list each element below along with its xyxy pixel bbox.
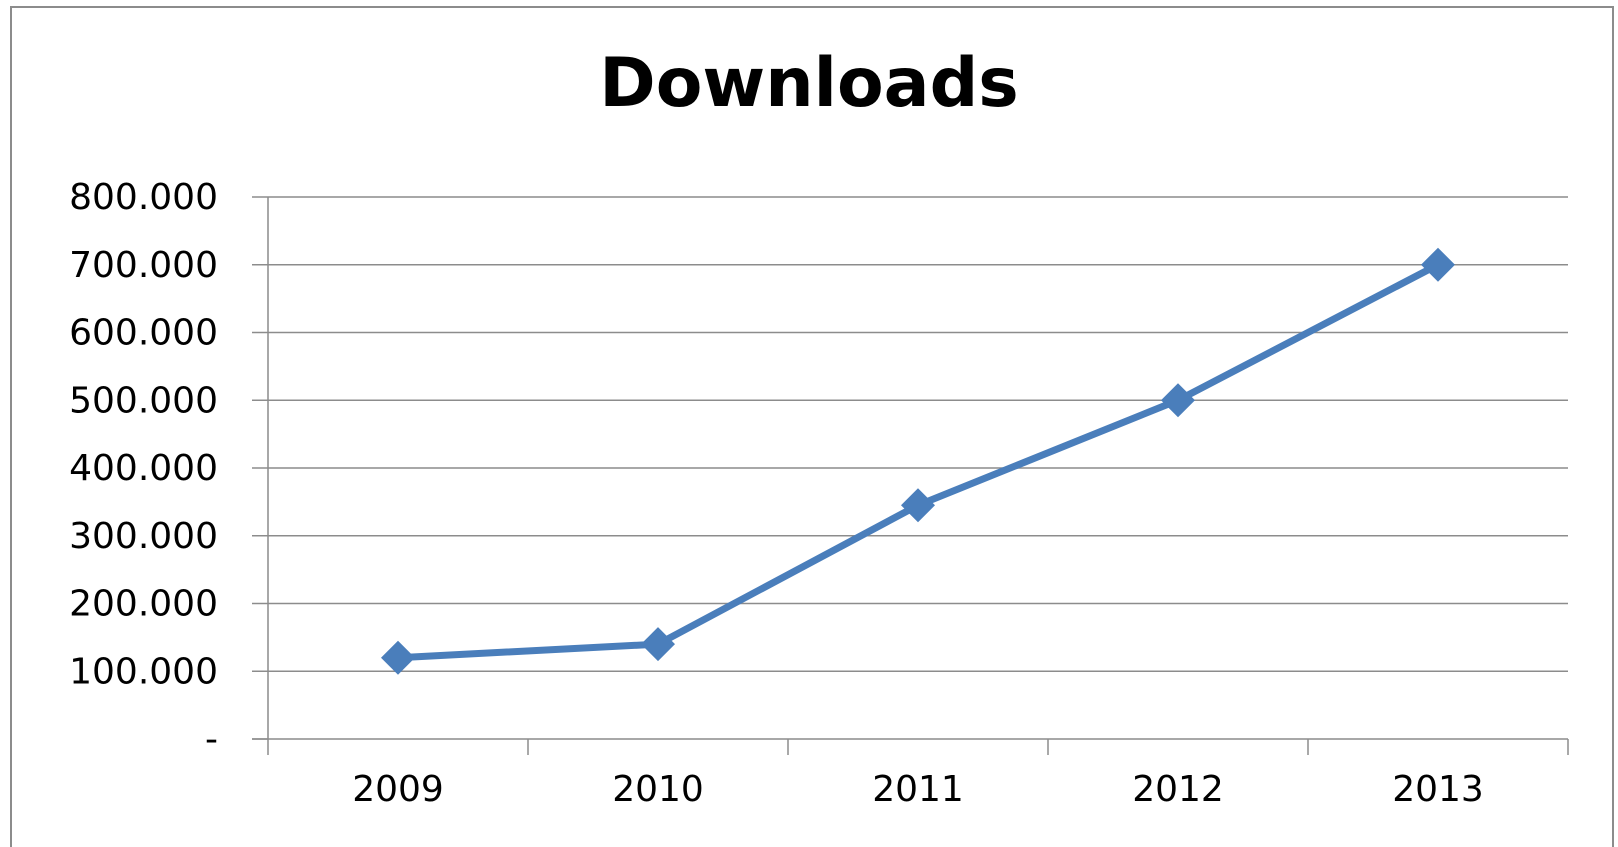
series-line [394,261,1442,662]
x-tick-label: 2010 [612,769,704,810]
y-tick-label: 200.000 [69,584,218,625]
chart-title: Downloads [599,44,1019,123]
y-tick-label: 400.000 [69,448,218,489]
x-tick-label: 2012 [1132,769,1224,810]
y-tick-label: 100.000 [69,651,218,692]
y-axis-tick-labels: - 100.000 200.000 300.000 400.000 500.000 600.… [69,177,218,760]
series-layer [381,247,1455,675]
data-point-marker [641,627,675,662]
y-tick-label: 300.000 [69,516,218,557]
data-point-marker [901,488,935,523]
y-tick-label: 600.000 [69,313,218,354]
y-tick-label: 800.000 [69,177,218,218]
data-point-marker [1161,383,1195,418]
y-tick-label: - [205,719,218,760]
axes [252,196,1569,755]
data-point-marker [381,640,415,675]
y-tick-label: 700.000 [69,245,218,286]
gridlines [268,196,1568,672]
x-axis-tick-labels: 2009 2010 2011 2012 2013 [352,769,1484,810]
x-tick-label: 2011 [872,769,964,810]
x-tick-label: 2009 [352,769,444,810]
data-point-marker [1421,247,1455,282]
chart-frame [10,6,1614,847]
x-tick-label: 2013 [1392,769,1484,810]
y-tick-label: 500.000 [69,380,218,421]
